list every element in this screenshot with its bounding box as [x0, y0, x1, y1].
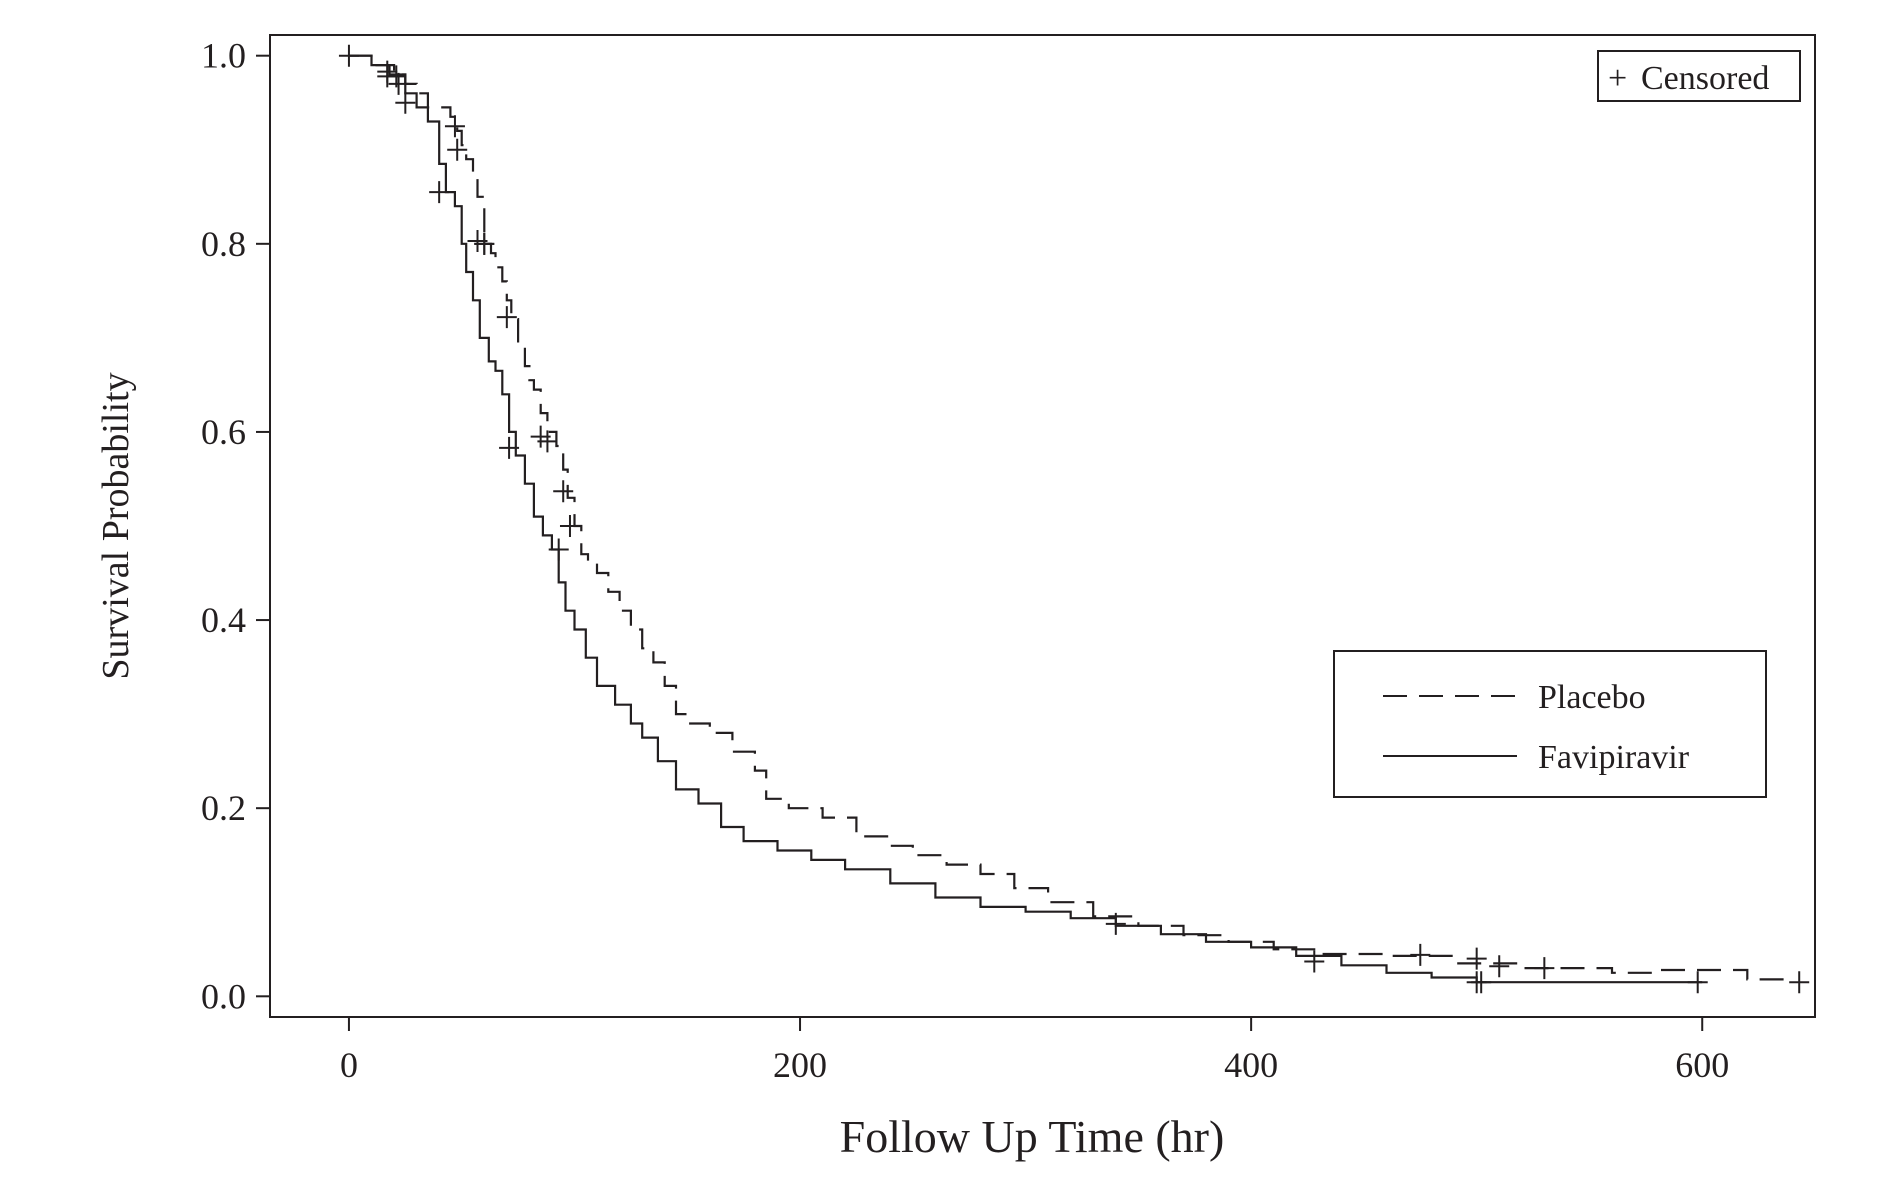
series-line-placebo — [348, 54, 1793, 981]
y-tick-label: 1.0 — [201, 36, 246, 76]
censor-mark-placebo — [1534, 957, 1555, 980]
series-lines — [348, 54, 1793, 984]
series-legend: Placebo Favipiravir — [1333, 650, 1767, 798]
y-tick-label: 0.0 — [201, 976, 246, 1016]
censor-mark-placebo — [444, 115, 465, 138]
x-tick-label: 200 — [773, 1045, 827, 1085]
legend-label-favipiravir: Favipiravir — [1538, 739, 1690, 776]
censor-mark-placebo — [496, 306, 517, 329]
censor-marks — [338, 44, 1810, 994]
censor-mark-favipiravir — [548, 538, 569, 561]
y-tick-label: 0.6 — [201, 412, 246, 452]
censor-mark-placebo — [1466, 947, 1487, 970]
censor-mark-favipiravir — [429, 181, 450, 204]
censor-mark-favipiravir — [377, 60, 398, 83]
censor-mark-placebo — [447, 138, 468, 161]
x-tick-label: 400 — [1224, 1045, 1278, 1085]
plot-frame — [269, 34, 1816, 1018]
y-tick-label: 0.2 — [201, 788, 246, 828]
series-line-favipiravir — [348, 54, 1703, 984]
censor-mark-placebo — [1489, 955, 1510, 978]
censor-mark-favipiravir — [386, 65, 407, 88]
censored-legend-symbol: + — [1608, 60, 1627, 97]
censored-legend: + Censored — [1597, 50, 1801, 102]
censor-mark-favipiravir — [395, 91, 416, 114]
axis-ticks: 0 200 400 600 0.0 0.2 0.4 0.6 0.8 1.0 — [201, 36, 1729, 1085]
censored-legend-box — [1597, 50, 1801, 102]
censor-mark-placebo — [537, 430, 558, 453]
censor-mark-placebo — [553, 480, 574, 503]
censor-mark-placebo — [559, 515, 580, 537]
censor-mark-placebo — [1789, 971, 1810, 994]
censored-legend-label: Censored — [1641, 60, 1769, 97]
y-tick-label: 0.8 — [201, 224, 246, 264]
x-tick-label: 0 — [340, 1045, 358, 1085]
series-legend-box — [1333, 650, 1767, 798]
censor-mark-placebo — [1105, 912, 1126, 935]
censor-mark-favipiravir — [474, 232, 495, 255]
x-axis-label: Follow Up Time (hr) — [840, 1111, 1225, 1162]
x-tick-label: 600 — [1675, 1045, 1729, 1085]
legend-label-placebo: Placebo — [1538, 679, 1646, 716]
censor-mark-favipiravir — [1687, 971, 1708, 994]
censor-mark-favipiravir — [499, 436, 520, 459]
censor-mark-placebo — [338, 44, 359, 67]
censor-mark-placebo — [1410, 943, 1431, 966]
y-axis-label: Survival Probability — [95, 372, 137, 679]
censor-mark-favipiravir — [1304, 950, 1325, 973]
censor-mark-favipiravir — [1471, 971, 1492, 994]
y-tick-label: 0.4 — [201, 600, 246, 640]
